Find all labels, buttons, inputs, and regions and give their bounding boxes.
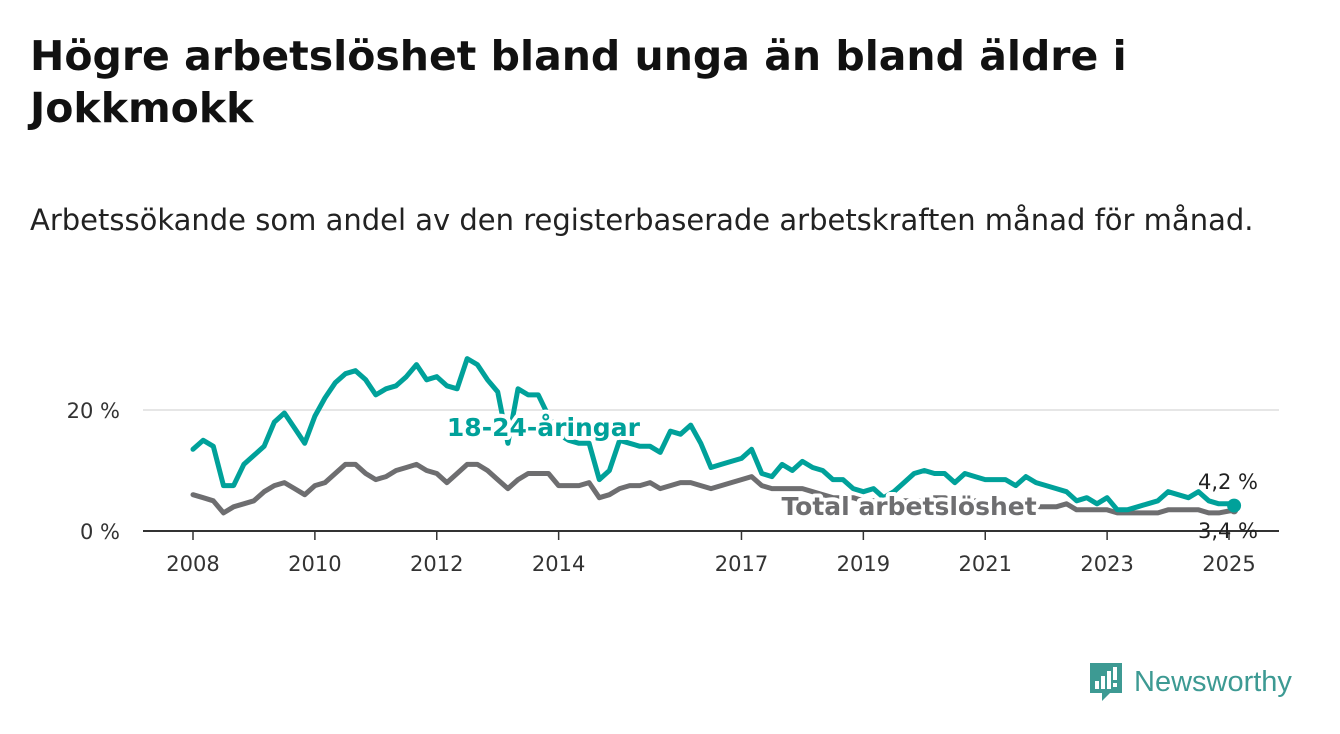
total-series-label: Total arbetslöshet	[781, 492, 1036, 521]
youth-end-point	[1227, 498, 1242, 513]
x-axis: 2008 2010 2012 2014 2017 2019 2021 2023 2025	[166, 531, 1256, 576]
x-tick-label: 2023	[1080, 552, 1133, 576]
youth-series-label: 18-24-åringar	[447, 413, 641, 442]
series-layer	[190, 356, 1242, 516]
youth-end-value-label: 4,2 %	[1198, 470, 1258, 494]
newsworthy-logo: Newsworthy	[1088, 660, 1292, 704]
x-tick-label: 2008	[166, 552, 219, 576]
youth-series-line	[190, 356, 1237, 513]
x-tick-label: 2019	[837, 552, 890, 576]
x-tick-label: 2025	[1202, 552, 1255, 576]
youth-series-label-halo: 18-24-åringar	[447, 413, 641, 442]
chart-subtitle: Arbetssökande som andel av den registerb…	[30, 203, 1254, 237]
x-tick-label: 2012	[410, 552, 463, 576]
x-tick-label: 2010	[288, 552, 341, 576]
y-tick-label: 20 %	[67, 399, 120, 423]
x-tick-label: 2017	[715, 552, 768, 576]
x-tick-label: 2021	[959, 552, 1012, 576]
chart-title: Högre arbetslöshet bland unga än bland ä…	[30, 32, 1127, 132]
grid-layer: 0 % 20 %	[67, 399, 1279, 544]
total-series-line	[190, 461, 1237, 516]
y-tick-label: 0 %	[80, 520, 120, 544]
total-series-label-halo: Total arbetslöshet	[781, 492, 1036, 521]
brand-name: Newsworthy	[1134, 665, 1292, 698]
bar-chart-logo-icon	[1090, 663, 1122, 701]
total-end-value-label: 3,4 %	[1198, 519, 1258, 543]
x-tick-label: 2014	[532, 552, 585, 576]
